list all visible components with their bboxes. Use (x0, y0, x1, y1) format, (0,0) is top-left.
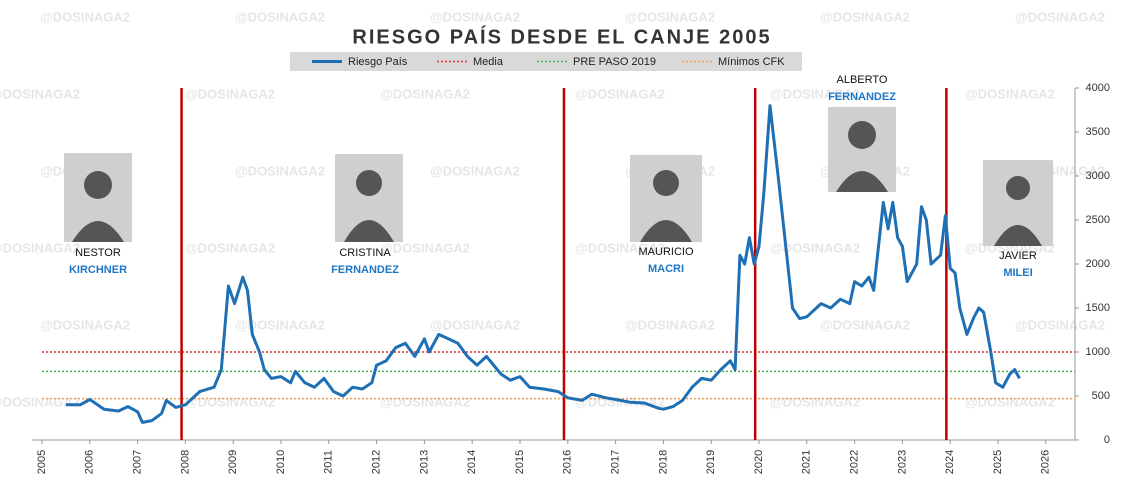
annotation-last: FERNANDEZ (828, 91, 896, 103)
watermark: @DOSINAGA2 (185, 86, 275, 101)
y-tick-label: 2000 (1086, 258, 1110, 270)
watermark: @DOSINAGA2 (235, 163, 325, 178)
watermark: @DOSINAGA2 (235, 9, 325, 24)
y-tick-label: 2500 (1086, 214, 1110, 226)
watermark: @DOSINAGA2 (1015, 9, 1105, 24)
x-tick-label: 2010 (275, 450, 287, 474)
y-tick-label: 1000 (1086, 346, 1110, 358)
x-tick-label: 2009 (227, 450, 239, 474)
watermark: @DOSINAGA2 (430, 317, 520, 332)
watermark: @DOSINAGA2 (625, 317, 715, 332)
plot: 0 500 1000 1500 2000 2500 3000 3500 4000 2005 2006… (32, 82, 1110, 474)
x-tick-label: 2015 (514, 450, 526, 474)
x-tick-label: 2014 (466, 450, 478, 474)
watermark: @DOSINAGA2 (0, 240, 80, 255)
x-tick-label: 2013 (418, 450, 430, 474)
annotation-last: MILEI (1003, 267, 1032, 279)
watermark: @DOSINAGA2 (575, 240, 665, 255)
x-tick-label: 2018 (657, 450, 669, 474)
x-tick-label: 2011 (323, 450, 335, 474)
y-tick-label: 4000 (1086, 82, 1110, 94)
x-tick-label: 2006 (84, 450, 96, 474)
watermark: @DOSINAGA2 (965, 394, 1055, 409)
watermark: @DOSINAGA2 (185, 394, 275, 409)
watermark: @DOSINAGA2 (770, 394, 860, 409)
watermark: @DOSINAGA2 (185, 240, 275, 255)
watermark: @DOSINAGA2 (40, 317, 130, 332)
watermark: @DOSINAGA2 (770, 86, 860, 101)
x-tick-label: 2007 (132, 450, 144, 474)
annotation-first: JAVIER (999, 250, 1037, 262)
y-tick-label: 3500 (1086, 126, 1110, 138)
x-tick-label: 2020 (753, 450, 765, 474)
legend-label: PRE PASO 2019 (573, 56, 656, 68)
annotation-first: NESTOR (75, 247, 121, 259)
watermark: @DOSINAGA2 (820, 9, 910, 24)
watermark: @DOSINAGA2 (820, 317, 910, 332)
watermark: @DOSINAGA2 (965, 86, 1055, 101)
x-tick-label: 2005 (36, 450, 48, 474)
annotation-first: ALBERTO (837, 74, 888, 86)
legend-label: Media (473, 56, 504, 68)
y-tick-label: 3000 (1086, 170, 1110, 182)
y-tick-label: 1500 (1086, 302, 1110, 314)
watermark: @DOSINAGA2 (380, 240, 470, 255)
x-tick-label: 2019 (705, 450, 717, 474)
watermark: @DOSINAGA2 (430, 9, 520, 24)
y-tick-label: 500 (1092, 390, 1110, 402)
x-tick-label: 2023 (896, 450, 908, 474)
series-line (65, 104, 1021, 424)
annotation-last: FERNANDEZ (331, 264, 399, 276)
x-tick-label: 2012 (371, 450, 383, 474)
annotation-first: CRISTINA (339, 247, 391, 259)
x-tick-label: 2017 (610, 450, 622, 474)
watermark: @DOSINAGA2 (380, 86, 470, 101)
x-tick-label: 2026 (1040, 450, 1052, 474)
watermark: @DOSINAGA2 (40, 9, 130, 24)
watermark: @DOSINAGA2 (0, 86, 80, 101)
x-tick-label: 2025 (992, 450, 1004, 474)
x-tick-label: 2024 (944, 450, 956, 474)
annotation-last: KIRCHNER (69, 264, 127, 276)
x-tick-label: 2016 (562, 450, 574, 474)
portrait-figures (72, 121, 1042, 246)
watermark: @DOSINAGA2 (770, 240, 860, 255)
x-tick-label: 2022 (849, 450, 861, 474)
y-tick-label: 0 (1104, 434, 1110, 446)
legend-label: Riesgo País (348, 56, 408, 68)
watermark: @DOSINAGA2 (1015, 317, 1105, 332)
watermark: @DOSINAGA2 (575, 86, 665, 101)
annotation-last: MACRI (648, 263, 684, 275)
watermark: @DOSINAGA2 (235, 317, 325, 332)
x-tick-label: 2021 (801, 450, 813, 474)
annotation-first: MAURICIO (639, 246, 694, 258)
x-tick-label: 2008 (179, 450, 191, 474)
chart-title: RIESGO PAÍS DESDE EL CANJE 2005 (352, 25, 771, 48)
legend-label: Mínimos CFK (718, 56, 785, 68)
watermark: @DOSINAGA2 (380, 394, 470, 409)
watermark: @DOSINAGA2 (430, 163, 520, 178)
watermark: @DOSINAGA2 (0, 394, 80, 409)
watermark: @DOSINAGA2 (625, 9, 715, 24)
